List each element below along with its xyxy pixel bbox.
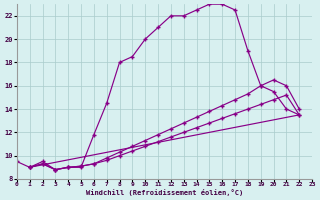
X-axis label: Windchill (Refroidissement éolien,°C): Windchill (Refroidissement éolien,°C) (86, 189, 243, 196)
